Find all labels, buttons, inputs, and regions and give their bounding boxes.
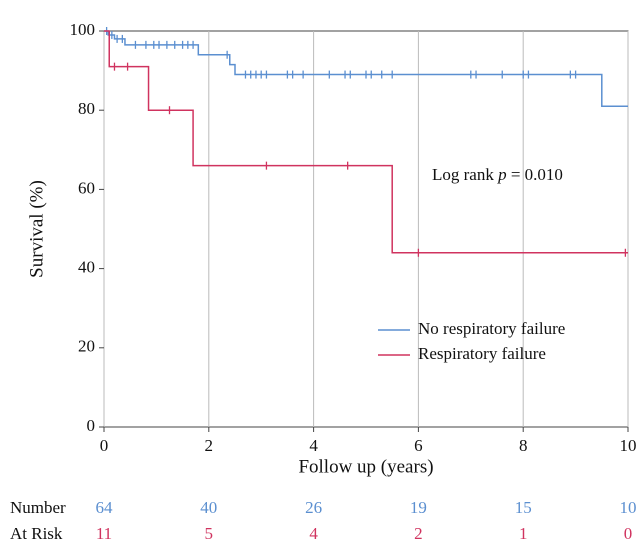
at-risk-value: 5: [205, 524, 214, 543]
at-risk-value: 0: [624, 524, 633, 543]
y-tick-label: 80: [78, 99, 95, 118]
annotation-variable: p: [497, 165, 507, 184]
at-risk-value: 15: [515, 498, 532, 517]
annotation-text: Log rank: [432, 165, 498, 184]
x-tick-label: 0: [100, 436, 109, 455]
plot-frame: [103, 30, 629, 428]
x-tick-label: 4: [309, 436, 318, 455]
at-risk-value: 40: [200, 498, 217, 517]
at-risk-value: 4: [309, 524, 318, 543]
at-risk-value: 11: [96, 524, 112, 543]
at-risk-value: 26: [305, 498, 322, 517]
y-tick-label: 100: [70, 20, 96, 39]
y-tick-label: 20: [78, 337, 95, 356]
x-tick-label: 8: [519, 436, 528, 455]
x-axis-label: Follow up (years): [298, 456, 433, 477]
y-tick-label: 0: [87, 416, 96, 435]
at-risk-value: 64: [96, 498, 114, 517]
at-risk-value: 1: [519, 524, 528, 543]
y-axis-label: Survival (%): [26, 180, 47, 278]
x-tick-label: 2: [205, 436, 214, 455]
at-risk-value: 2: [414, 524, 423, 543]
legend-label: Respiratory failure: [418, 344, 546, 363]
y-tick-label: 60: [78, 178, 95, 197]
x-tick-label: 6: [414, 436, 423, 455]
y-tick-label: 40: [78, 258, 95, 277]
at-risk-label: At Risk: [10, 524, 63, 543]
survival-line: [104, 30, 628, 254]
at-risk-value: 10: [620, 498, 637, 517]
annotation: Log rank p = 0.010: [432, 165, 563, 184]
at-risk-label: Number: [10, 498, 66, 517]
legend-label: No respiratory failure: [418, 319, 565, 338]
at-risk-value: 19: [410, 498, 427, 517]
annotation-text: = 0.010: [507, 165, 563, 184]
x-tick-label: 10: [620, 436, 637, 455]
